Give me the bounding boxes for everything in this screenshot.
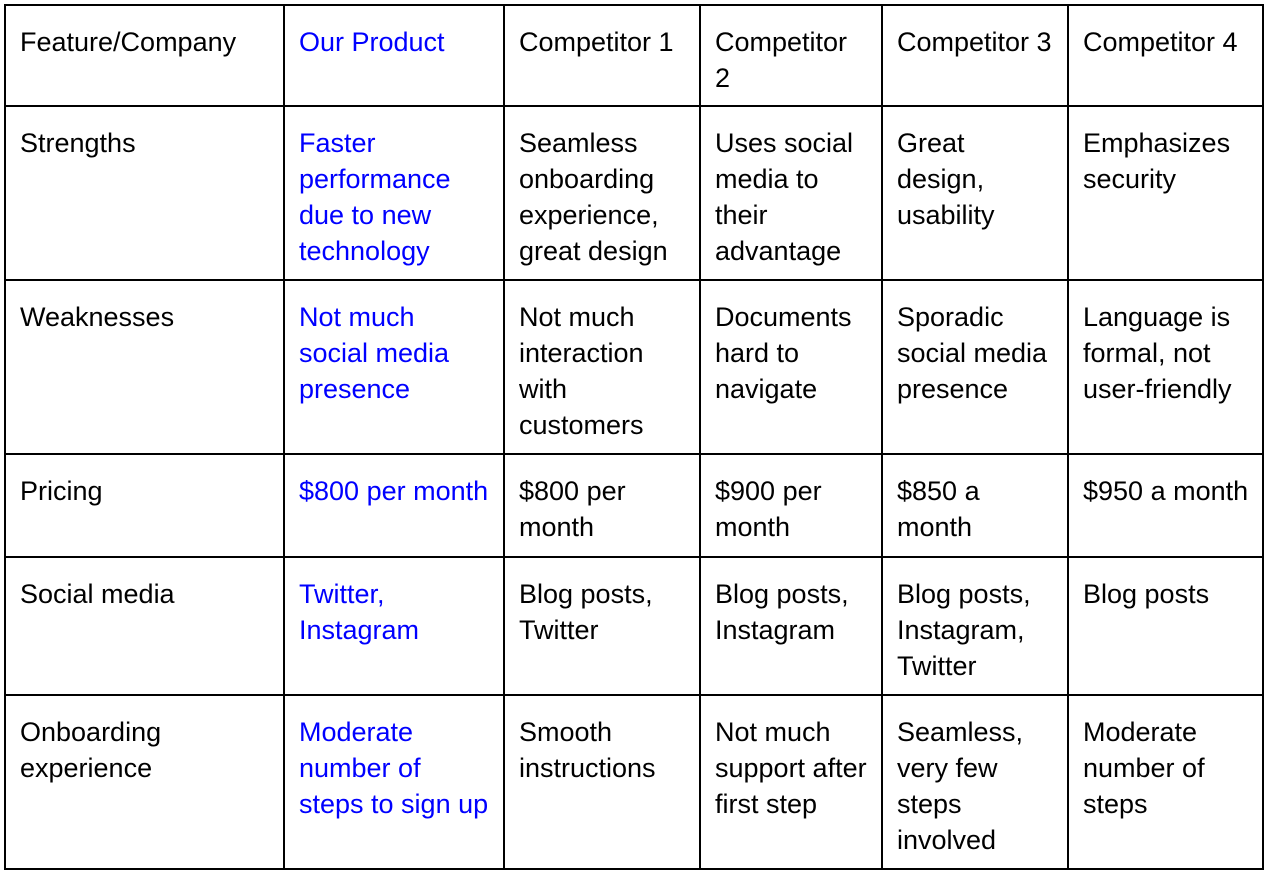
header-row: Feature/Company Our Product Competitor 1… — [4, 4, 1264, 107]
cell-competitor-1: Not much interaction with customers — [503, 279, 701, 455]
row-label-weaknesses: Weaknesses — [4, 279, 285, 455]
header-cell-competitor-1: Competitor 1 — [503, 4, 701, 107]
cell-competitor-2: Documents hard to navigate — [699, 279, 883, 455]
cell-competitor-1: $800 per month — [503, 453, 701, 558]
table-row-pricing: Pricing $800 per month $800 per month $9… — [4, 453, 1264, 558]
cell-competitor-4: Moderate number of steps — [1067, 694, 1264, 870]
header-cell-competitor-2: Competitor 2 — [699, 4, 883, 107]
cell-our-product: $800 per month — [283, 453, 505, 558]
cell-competitor-2: Blog posts, Instagram — [699, 556, 883, 696]
cell-competitor-4: Language is formal, not user-friendly — [1067, 279, 1264, 455]
competitor-comparison-table: Feature/Company Our Product Competitor 1… — [4, 4, 1264, 870]
cell-our-product: Not much social media presence — [283, 279, 505, 455]
cell-competitor-3: Blog posts, Instagram, Twitter — [881, 556, 1069, 696]
cell-competitor-4: Blog posts — [1067, 556, 1264, 696]
row-label-onboarding: Onboarding experience — [4, 694, 285, 870]
row-label-pricing: Pricing — [4, 453, 285, 558]
cell-our-product: Twitter, Instagram — [283, 556, 505, 696]
header-cell-competitor-3: Competitor 3 — [881, 4, 1069, 107]
cell-our-product: Moderate number of steps to sign up — [283, 694, 505, 870]
cell-competitor-3: $850 a month — [881, 453, 1069, 558]
table-row-strengths: Strengths Faster performance due to new … — [4, 105, 1264, 281]
cell-competitor-3: Great design, usability — [881, 105, 1069, 281]
cell-competitor-3: Seamless, very few steps involved — [881, 694, 1069, 870]
cell-competitor-2: Not much support after first step — [699, 694, 883, 870]
cell-competitor-2: $900 per month — [699, 453, 883, 558]
row-label-strengths: Strengths — [4, 105, 285, 281]
header-cell-competitor-4: Competitor 4 — [1067, 4, 1264, 107]
cell-competitor-4: Emphasizes security — [1067, 105, 1264, 281]
cell-competitor-1: Blog posts, Twitter — [503, 556, 701, 696]
cell-competitor-3: Sporadic social media presence — [881, 279, 1069, 455]
table-row-onboarding: Onboarding experience Moderate number of… — [4, 694, 1264, 870]
header-cell-our-product: Our Product — [283, 4, 505, 107]
cell-competitor-4: $950 a month — [1067, 453, 1264, 558]
table-row-weaknesses: Weaknesses Not much social media presenc… — [4, 279, 1264, 455]
row-label-social-media: Social media — [4, 556, 285, 696]
cell-our-product: Faster performance due to new technology — [283, 105, 505, 281]
cell-competitor-2: Uses social media to their advantage — [699, 105, 883, 281]
header-cell-feature: Feature/Company — [4, 4, 285, 107]
cell-competitor-1: Smooth instructions — [503, 694, 701, 870]
cell-competitor-1: Seamless onboarding experience, great de… — [503, 105, 701, 281]
table-row-social-media: Social media Twitter, Instagram Blog pos… — [4, 556, 1264, 696]
